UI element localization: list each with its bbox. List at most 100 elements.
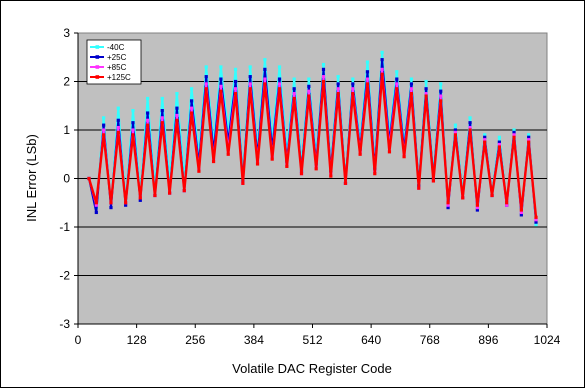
data-point xyxy=(512,135,516,139)
data-point xyxy=(146,111,150,115)
data-point xyxy=(343,181,348,185)
data-point xyxy=(505,201,509,205)
legend: -40C+25C+85C+125C xyxy=(86,39,142,85)
data-point xyxy=(94,210,98,215)
series-layer xyxy=(87,50,538,227)
y-tick-label: 2 xyxy=(63,75,70,89)
x-tick-label: 768 xyxy=(420,333,440,347)
data-point xyxy=(292,77,296,81)
data-point xyxy=(270,157,274,161)
data-point xyxy=(468,125,472,130)
data-point xyxy=(453,133,457,137)
data-point xyxy=(219,89,223,93)
data-point xyxy=(248,87,252,91)
data-point xyxy=(336,92,340,96)
data-point xyxy=(483,140,487,144)
data-point xyxy=(365,60,370,64)
data-point xyxy=(453,130,457,135)
data-point xyxy=(527,135,531,139)
data-point xyxy=(292,87,296,91)
series-125c xyxy=(87,72,538,219)
data-point xyxy=(483,133,487,137)
data-point xyxy=(534,215,538,219)
data-point xyxy=(395,70,399,74)
data-point xyxy=(380,50,384,54)
data-point xyxy=(431,179,436,183)
data-point xyxy=(497,145,501,149)
data-point xyxy=(146,123,150,127)
data-point xyxy=(512,133,516,137)
data-point xyxy=(116,125,120,130)
data-point xyxy=(351,82,355,86)
data-point xyxy=(189,106,194,110)
data-point xyxy=(475,208,479,212)
data-point xyxy=(329,174,333,178)
data-point xyxy=(153,193,157,198)
data-point xyxy=(527,140,531,144)
data-point xyxy=(336,75,340,79)
data-point xyxy=(402,155,406,159)
data-point xyxy=(211,159,216,164)
data-point xyxy=(534,222,538,227)
data-point xyxy=(497,135,501,139)
data-point xyxy=(512,130,516,135)
data-point xyxy=(439,99,443,103)
data-point xyxy=(226,152,230,156)
data-point xyxy=(534,218,538,222)
data-point xyxy=(160,121,164,125)
data-point xyxy=(497,140,501,144)
data-point xyxy=(277,87,282,91)
data-point xyxy=(182,189,186,193)
data-point xyxy=(189,111,194,115)
data-point xyxy=(409,77,414,81)
data-point xyxy=(351,77,355,81)
data-point xyxy=(175,106,179,110)
data-point xyxy=(424,79,428,84)
legend-label: +125C xyxy=(107,73,131,82)
legend-label: +25C xyxy=(107,53,127,62)
data-point xyxy=(307,89,311,93)
data-point xyxy=(461,196,465,200)
data-point xyxy=(285,164,289,168)
legend-marker xyxy=(95,65,100,69)
legend-label: -40C xyxy=(107,43,125,52)
data-point xyxy=(475,206,479,210)
data-point xyxy=(483,138,487,142)
data-point xyxy=(395,82,399,86)
data-point xyxy=(131,121,135,125)
data-point xyxy=(175,118,179,122)
data-point xyxy=(351,92,355,96)
y-tick-label: 1 xyxy=(63,123,70,137)
data-point xyxy=(204,87,208,91)
data-point xyxy=(226,130,230,135)
data-point xyxy=(519,210,523,215)
data-point xyxy=(124,203,128,207)
data-point xyxy=(263,58,267,62)
data-point xyxy=(204,65,208,69)
data-point xyxy=(512,128,516,132)
legend-marker xyxy=(95,55,100,59)
data-point xyxy=(146,96,150,101)
x-tick-label: 0 xyxy=(75,333,82,347)
data-point xyxy=(263,67,267,71)
data-point xyxy=(483,135,487,139)
data-point xyxy=(446,206,450,210)
data-point xyxy=(380,58,384,62)
data-point xyxy=(365,70,370,74)
data-point xyxy=(409,82,414,86)
legend-entry: +85C xyxy=(90,63,127,72)
data-point xyxy=(424,94,428,98)
y-tick-label: 0 xyxy=(63,172,70,186)
data-point xyxy=(307,84,311,88)
data-point xyxy=(168,179,172,183)
data-point xyxy=(116,106,120,110)
data-point xyxy=(94,201,98,205)
data-point xyxy=(358,152,362,156)
data-point xyxy=(131,133,135,137)
legend-entry: +25C xyxy=(90,53,127,62)
data-point xyxy=(241,181,245,185)
axes: -3 -2 -1 0 1 2 3 0 128 256 384 512 640 768 896 1024 xyxy=(59,26,560,347)
data-point xyxy=(131,128,135,132)
data-point xyxy=(219,77,223,81)
data-point xyxy=(116,118,120,122)
